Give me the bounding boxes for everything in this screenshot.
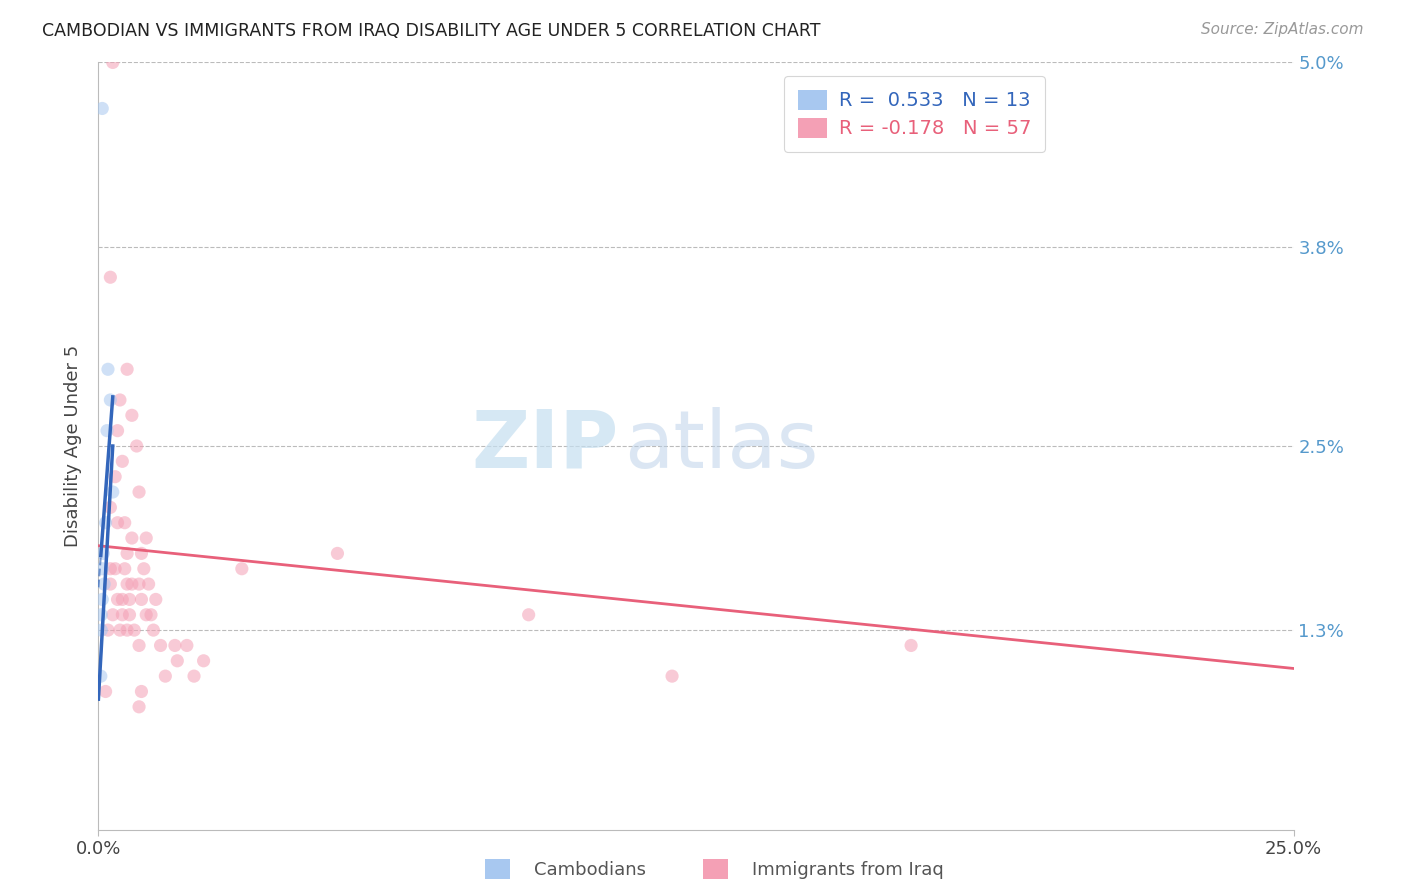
Point	[135, 531, 157, 545]
Text: Cambodians: Cambodians	[534, 861, 647, 879]
Point	[231, 562, 253, 576]
Point	[107, 424, 129, 438]
Y-axis label: Disability Age Under 5: Disability Age Under 5	[65, 345, 83, 547]
Point	[121, 531, 143, 545]
Point	[90, 669, 112, 683]
Point	[111, 454, 134, 468]
Point	[94, 516, 117, 530]
Point	[517, 607, 540, 622]
Point	[124, 623, 146, 637]
Point	[101, 607, 124, 622]
Point	[111, 592, 134, 607]
Point	[115, 623, 138, 637]
Point	[96, 424, 118, 438]
Point	[98, 270, 122, 285]
Point	[900, 639, 922, 653]
Point	[131, 546, 153, 560]
Point	[118, 607, 141, 622]
Point	[115, 577, 138, 591]
Point	[176, 639, 198, 653]
Point	[93, 577, 115, 591]
Point	[132, 562, 155, 576]
Point	[98, 562, 122, 576]
Point	[101, 485, 124, 500]
Point	[98, 577, 122, 591]
Point	[166, 654, 188, 668]
Text: CAMBODIAN VS IMMIGRANTS FROM IRAQ DISABILITY AGE UNDER 5 CORRELATION CHART: CAMBODIAN VS IMMIGRANTS FROM IRAQ DISABI…	[42, 22, 821, 40]
Point	[114, 516, 136, 530]
Point	[98, 500, 122, 515]
Point	[128, 577, 150, 591]
Point	[118, 592, 141, 607]
Point	[90, 623, 112, 637]
Point	[115, 362, 138, 376]
Point	[128, 639, 150, 653]
Point	[107, 516, 129, 530]
Text: Immigrants from Iraq: Immigrants from Iraq	[752, 861, 943, 879]
Point	[183, 669, 205, 683]
Point	[326, 546, 349, 560]
Point	[97, 362, 120, 376]
Point	[139, 607, 162, 622]
Point	[108, 392, 131, 407]
Point	[128, 485, 150, 500]
Point	[104, 469, 127, 483]
Text: ZIP: ZIP	[471, 407, 619, 485]
Point	[128, 699, 150, 714]
Point	[111, 607, 134, 622]
Text: Source: ZipAtlas.com: Source: ZipAtlas.com	[1201, 22, 1364, 37]
Point	[104, 562, 127, 576]
Point	[163, 639, 186, 653]
Point	[121, 409, 143, 423]
Point	[115, 546, 138, 560]
Point	[142, 623, 165, 637]
Point	[90, 607, 112, 622]
Text: atlas: atlas	[624, 407, 818, 485]
Point	[138, 577, 160, 591]
Point	[135, 607, 157, 622]
Point	[155, 669, 177, 683]
Point	[107, 592, 129, 607]
Point	[149, 639, 172, 653]
Point	[108, 623, 131, 637]
Point	[145, 592, 167, 607]
Point	[98, 392, 122, 407]
Point	[94, 684, 117, 698]
Point	[131, 592, 153, 607]
Point	[91, 546, 114, 560]
Point	[661, 669, 683, 683]
Point	[125, 439, 148, 453]
Point	[121, 577, 143, 591]
Point	[91, 592, 114, 607]
Point	[114, 562, 136, 576]
Point	[193, 654, 215, 668]
Legend: R =  0.533   N = 13, R = -0.178   N = 57: R = 0.533 N = 13, R = -0.178 N = 57	[785, 76, 1045, 152]
Point	[97, 623, 120, 637]
Point	[101, 55, 124, 70]
Point	[91, 562, 114, 576]
Point	[91, 102, 114, 116]
Point	[131, 684, 153, 698]
